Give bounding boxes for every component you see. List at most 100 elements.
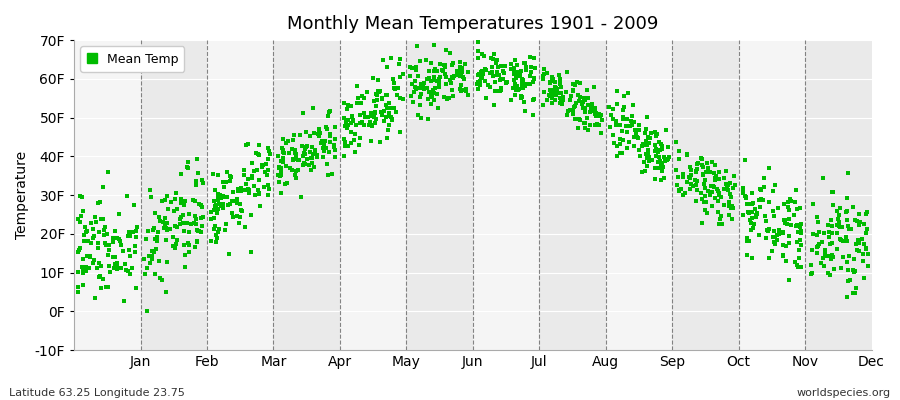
Point: [483, 55, 498, 61]
Point: [625, 113, 639, 119]
Point: [839, 234, 853, 240]
Point: [238, 187, 253, 194]
Point: [649, 153, 663, 160]
Point: [697, 181, 711, 188]
Point: [580, 126, 595, 133]
Point: [706, 183, 720, 190]
Point: [454, 82, 469, 88]
Point: [94, 216, 108, 222]
Point: [594, 129, 608, 136]
Point: [736, 212, 751, 218]
Point: [699, 168, 714, 175]
Point: [411, 73, 426, 79]
Point: [824, 217, 839, 224]
Point: [323, 133, 338, 139]
Point: [320, 126, 335, 132]
Point: [650, 131, 664, 138]
Point: [788, 186, 803, 193]
Point: [626, 142, 641, 149]
Point: [676, 192, 690, 198]
Point: [317, 147, 331, 154]
Point: [250, 167, 265, 174]
Point: [158, 289, 173, 295]
Point: [253, 203, 267, 209]
Point: [618, 123, 633, 129]
Point: [860, 209, 874, 215]
Point: [686, 183, 700, 189]
Point: [446, 73, 461, 79]
Point: [89, 219, 104, 225]
Point: [554, 84, 568, 90]
Point: [78, 224, 93, 230]
Point: [684, 181, 698, 188]
Point: [356, 119, 370, 126]
Point: [180, 220, 194, 226]
Point: [279, 162, 293, 169]
Point: [810, 231, 824, 238]
Point: [97, 232, 112, 238]
Point: [237, 166, 251, 173]
Point: [770, 232, 784, 238]
Point: [319, 124, 333, 130]
Point: [714, 194, 728, 200]
Point: [302, 149, 317, 155]
Point: [95, 276, 110, 282]
Point: [859, 245, 873, 251]
Point: [409, 85, 423, 92]
Point: [354, 100, 368, 106]
Point: [842, 226, 856, 232]
Point: [110, 235, 124, 241]
Point: [790, 222, 805, 228]
Point: [810, 244, 824, 250]
Point: [707, 177, 722, 184]
Point: [427, 68, 441, 74]
Point: [298, 146, 312, 152]
Point: [207, 207, 221, 214]
Point: [445, 86, 459, 93]
Point: [826, 202, 841, 208]
Point: [567, 104, 581, 110]
Point: [76, 232, 91, 238]
Point: [592, 122, 607, 128]
Point: [757, 213, 771, 220]
Point: [73, 245, 87, 251]
Point: [518, 82, 532, 89]
Point: [585, 108, 599, 114]
Point: [364, 112, 379, 119]
Point: [759, 218, 773, 224]
Point: [644, 130, 659, 136]
Point: [217, 194, 231, 201]
Point: [520, 81, 535, 87]
Point: [610, 152, 625, 159]
Point: [445, 74, 459, 80]
Point: [689, 166, 704, 173]
Point: [287, 132, 302, 138]
Point: [102, 263, 116, 269]
Point: [860, 211, 874, 217]
Point: [403, 73, 418, 79]
Point: [296, 161, 310, 168]
Point: [578, 120, 592, 127]
Point: [842, 277, 857, 283]
Point: [850, 246, 864, 253]
Point: [756, 197, 770, 203]
Point: [106, 235, 121, 242]
Point: [742, 238, 756, 244]
Point: [860, 226, 875, 232]
Point: [844, 225, 859, 232]
Point: [474, 74, 489, 80]
Point: [740, 201, 754, 208]
Point: [577, 94, 591, 101]
Point: [840, 259, 854, 265]
Point: [446, 93, 460, 100]
Point: [370, 88, 384, 94]
Point: [273, 173, 287, 180]
Point: [363, 118, 377, 125]
Point: [706, 170, 721, 176]
Point: [794, 242, 808, 248]
Point: [395, 96, 410, 102]
Point: [169, 224, 184, 230]
Point: [245, 174, 259, 181]
Point: [721, 187, 735, 193]
Point: [854, 235, 868, 242]
